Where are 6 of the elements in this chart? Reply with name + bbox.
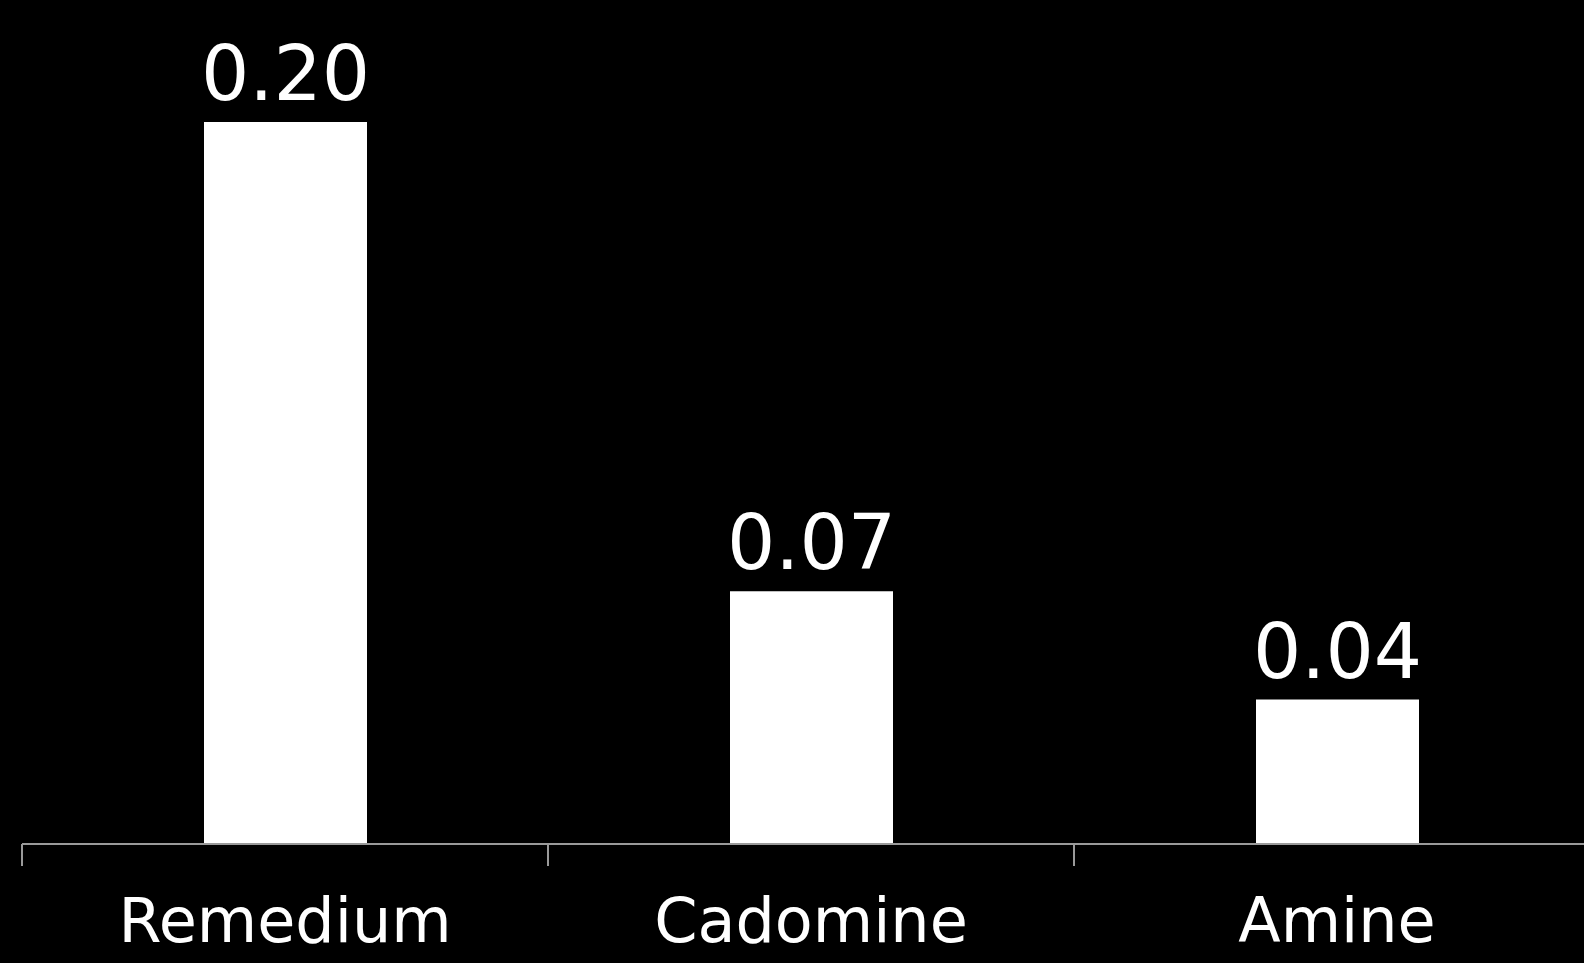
data-label: 0.04: [1252, 606, 1423, 696]
x-tick-label: Cadomine: [654, 884, 968, 957]
data-label: 0.07: [726, 498, 897, 588]
data-label: 0.20: [200, 29, 371, 118]
x-tick-label: Amine: [1238, 884, 1436, 957]
x-tick-label: Remedium: [118, 884, 452, 957]
